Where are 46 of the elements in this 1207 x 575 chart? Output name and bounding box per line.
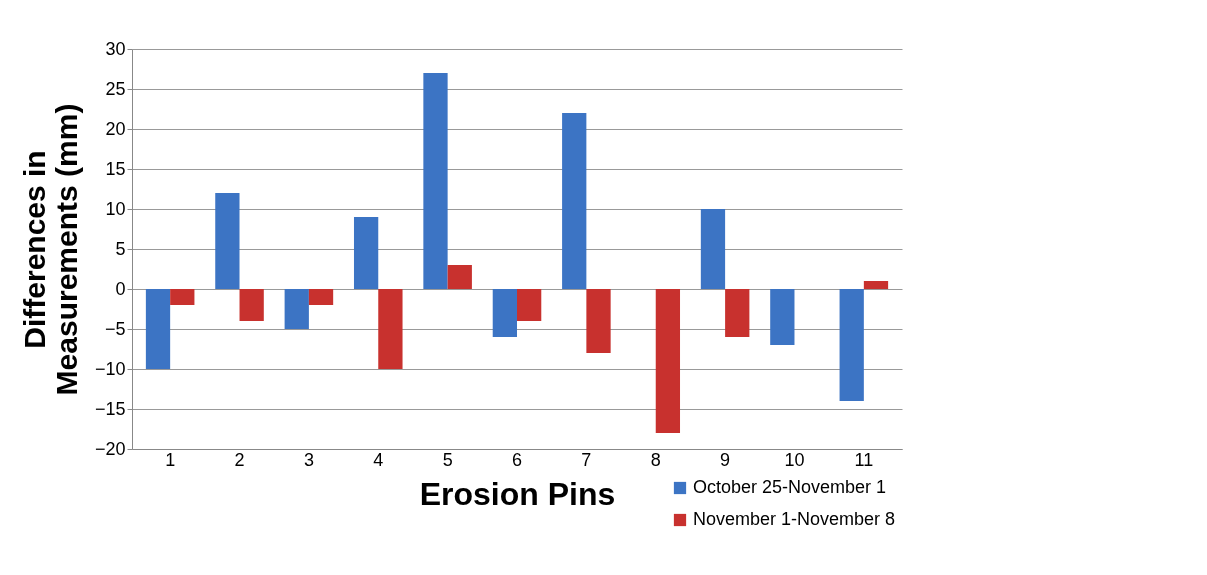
x-tick-label: 1 [165, 449, 176, 470]
bar [725, 289, 750, 337]
bar [863, 281, 889, 289]
y-tick-label: 10 [105, 198, 126, 219]
bar [308, 289, 334, 305]
x-tick-label: 2 [234, 449, 245, 470]
bar [215, 193, 240, 289]
x-tick-label: 4 [373, 449, 384, 470]
x-tick-label: 9 [720, 449, 731, 470]
bar [700, 209, 726, 289]
bar [839, 289, 864, 401]
bar [492, 289, 517, 337]
x-tick-label: 8 [650, 449, 661, 470]
bar [517, 289, 542, 321]
x-tick-label: 3 [303, 449, 314, 470]
legend-label: October 25-November 1 [693, 477, 887, 497]
bar [239, 289, 264, 321]
bar [378, 289, 403, 369]
bar [447, 265, 472, 289]
x-tick-label: 6 [511, 449, 523, 470]
y-tick-label: −5 [104, 318, 126, 339]
y-tick-label: 20 [105, 118, 126, 139]
bar [770, 289, 795, 345]
x-tick-label: 10 [784, 449, 805, 470]
bar [353, 217, 379, 289]
bar [170, 289, 195, 305]
bar [586, 289, 611, 353]
bar [145, 289, 171, 369]
y-tick-label: −10 [94, 358, 126, 379]
x-tick-label: 5 [442, 449, 453, 470]
bar [655, 289, 681, 433]
y-tick-label: −20 [94, 438, 126, 459]
x-tick-label: 11 [854, 449, 874, 470]
y-tick-label: 30 [105, 38, 126, 59]
bar [562, 113, 587, 289]
x-tick-label: 7 [581, 449, 592, 470]
legend-label: November 1-November 8 [693, 509, 896, 529]
y-tick-label: 5 [115, 238, 126, 259]
bar [284, 289, 309, 329]
y-tick-label: 15 [105, 158, 126, 179]
y-tick-label: 0 [115, 278, 126, 299]
x-axis-title: Erosion Pins [419, 475, 616, 512]
bar [423, 73, 448, 289]
y-tick-label: −15 [94, 398, 126, 419]
y-axis-title: Differences in Measurements (mm) [17, 103, 83, 396]
y-tick-label: 25 [105, 78, 126, 99]
